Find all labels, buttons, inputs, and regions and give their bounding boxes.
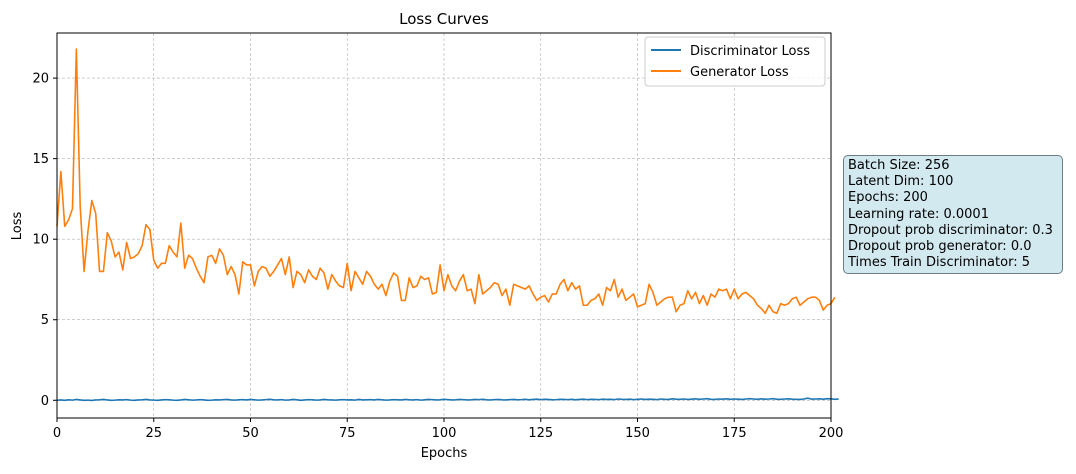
x-tick-label: 200 (819, 426, 844, 441)
x-tick-label: 175 (722, 426, 747, 441)
chart-title: Loss Curves (399, 10, 489, 28)
info-epochs: Epochs: 200 (848, 190, 928, 206)
y-tick-label: 15 (32, 152, 49, 167)
y-tick-label: 10 (32, 233, 49, 248)
info-dropout-generator: Dropout prob generator: 0.0 (848, 239, 1032, 255)
info-latent-dim: Latent Dim: 100 (848, 174, 954, 190)
x-tick-label: 25 (145, 426, 162, 441)
info-learning-rate: Learning rate: 0.0001 (848, 206, 989, 222)
series-line-generator (56, 48, 836, 315)
x-tick-label: 50 (242, 426, 259, 441)
hyperparameter-info-box: Batch Size: 256 Latent Dim: 100 Epochs: … (843, 155, 1063, 275)
y-tick-label: 5 (41, 313, 49, 328)
info-batch-size: Batch Size: 256 (848, 158, 950, 173)
legend-label-discriminator: Discriminator Loss (690, 44, 810, 59)
x-axis: 0 25 50 75 100 125 150 175 200 (53, 418, 844, 441)
x-tick-label: 150 (625, 426, 650, 441)
x-tick-label: 125 (528, 426, 553, 441)
x-tick-label: 100 (432, 426, 457, 441)
series-line-discriminator (56, 397, 839, 402)
info-dropout-discriminator: Dropout prob discriminator: 0.3 (848, 222, 1053, 238)
y-tick-label: 0 (41, 394, 49, 409)
grid (57, 33, 831, 418)
info-times-train-discriminator: Times Train Discriminator: 5 (848, 255, 1030, 271)
series-layer (56, 48, 839, 402)
x-tick-label: 75 (339, 426, 356, 441)
y-axis-label: Loss (10, 212, 25, 241)
legend-frame (644, 36, 826, 87)
y-axis: 0 5 10 15 20 (32, 72, 57, 409)
x-tick-label: 0 (53, 426, 61, 441)
y-tick-label: 20 (32, 72, 49, 87)
legend: Discriminator Loss Generator Loss (644, 36, 826, 87)
legend-label-generator: Generator Loss (690, 65, 789, 80)
x-axis-label: Epochs (421, 446, 468, 461)
